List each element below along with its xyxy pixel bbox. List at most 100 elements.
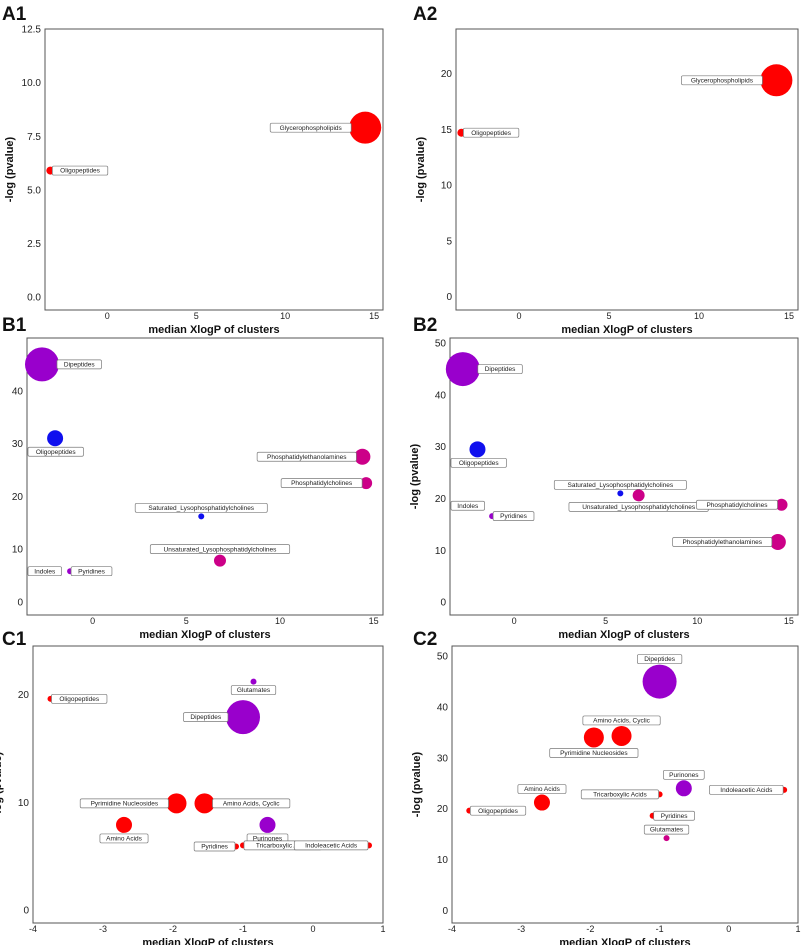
y-tick-label: 30 [435, 442, 447, 453]
x-tick-label: 15 [369, 616, 379, 626]
point-label-box [681, 75, 763, 86]
y-tick-label: 40 [437, 702, 449, 713]
point-label-text: Pyrimidine Nucleosides [560, 750, 628, 757]
y-tick-label: 10 [12, 545, 24, 556]
y-tick-label: 10 [18, 798, 30, 809]
point-label-text: Indoles [457, 503, 479, 510]
x-tick-label: -4 [448, 924, 456, 934]
point-label: Pyrimidine Nucleosides [79, 798, 169, 809]
point-label-text: Indoleacetic Acids [305, 842, 358, 849]
plot-frame [449, 337, 799, 616]
x-tick-label: 0 [105, 311, 110, 321]
x-tick-label: -3 [99, 924, 107, 934]
y-tick-label: 10 [441, 181, 453, 192]
point-label: Glutamates [643, 824, 690, 835]
point-label-box [653, 810, 695, 821]
panel-b1: B1 0 5 10 15 0 10 20 30 40 median XlogP of cluster… [2, 315, 384, 641]
bubble-phosphatidylethanolamines [769, 533, 786, 550]
point-label-text: Oligopeptides [59, 696, 99, 703]
bubble-purinones [675, 780, 692, 797]
point-label-box [79, 798, 169, 809]
x-axis-title: median XlogP of clusters [148, 324, 279, 336]
data-points [466, 664, 788, 842]
point-label: Amino Acids [517, 784, 567, 794]
point-label-text: Dipeptides [644, 656, 675, 663]
point-label-text: Dipeptides [64, 361, 95, 368]
point-label: Dipeptides [636, 654, 683, 664]
point-label-text: Amino Acids [524, 786, 561, 793]
bubble-unsaturated-lysophosphatidylcholines [632, 489, 645, 502]
bubble-saturated-lysophosphatidylcholines [198, 513, 205, 520]
y-tick-label: 0 [23, 906, 29, 917]
y-tick-label: 10 [435, 546, 447, 557]
x-tick-label: 10 [275, 616, 285, 626]
point-label-text: Glycerophospholipids [691, 77, 754, 84]
x-tick-label: 1 [795, 924, 800, 934]
point-label: Dipeptides [183, 712, 229, 722]
point-label: Pyridines [70, 566, 113, 577]
point-label-text: Amino Acids [106, 836, 143, 843]
point-label-text: Indoles [34, 568, 56, 575]
bubble-purinones [259, 816, 276, 833]
point-label-text: Saturated_Lysophosphatidylcholines [568, 482, 674, 489]
y-tick-label: 12.5 [22, 25, 42, 36]
point-label: Oligopeptides [51, 165, 109, 176]
bubble-amino-acids-cyclic [611, 725, 632, 746]
point-label-text: Glycerophospholipids [280, 125, 343, 132]
point-label: Pyrimidine Nucleosides [549, 748, 639, 758]
point-label-text: Amino Acids, Cyclic [223, 800, 280, 807]
y-tick-label: 5 [446, 236, 452, 247]
point-label-box [51, 693, 108, 704]
point-label-box [477, 364, 523, 374]
x-tick-label: 10 [280, 311, 290, 321]
point-label-text: Pyrimidine Nucleosides [91, 800, 159, 807]
point-label-text: Dipeptides [485, 366, 516, 373]
point-label-box [492, 511, 535, 521]
point-label-text: Oligopeptides [478, 808, 518, 815]
x-tick-label: 5 [603, 616, 608, 626]
point-label: Indoles [27, 566, 62, 577]
y-tick-label: 50 [437, 652, 449, 663]
point-label-box [580, 789, 659, 800]
bubble-amino-acids [533, 794, 550, 811]
y-tick-label: 0 [440, 598, 446, 609]
point-label: Amino Acids [99, 833, 149, 844]
point-label-box [469, 805, 527, 816]
point-label-box [450, 457, 507, 468]
bubble-dipeptides [642, 664, 677, 699]
bubble-unsaturated-lysophosphatidylcholines [213, 554, 226, 567]
bubble-dipeptides [24, 347, 59, 382]
point-label-box [709, 784, 784, 795]
y-tick-label: 5.0 [27, 185, 41, 196]
point-label-text: Dipeptides [190, 714, 221, 721]
x-tick-label: -1 [656, 924, 664, 934]
point-label-box [134, 502, 268, 513]
point-label-text: Pyridines [661, 813, 688, 820]
panel-label: B2 [413, 315, 437, 336]
point-label-text: Purinones [669, 772, 699, 779]
data-labels: Oligopeptides Glycerophospholipids [463, 75, 763, 138]
point-label-box [212, 798, 291, 809]
point-label-box [672, 537, 773, 547]
x-tick-label: 0 [90, 616, 95, 626]
point-label-box [183, 712, 229, 722]
y-tick-label: 20 [437, 804, 449, 815]
x-axis-title: median XlogP of clusters [139, 629, 270, 641]
point-label-box [149, 544, 291, 555]
point-label-box [450, 500, 485, 511]
point-label: Glutamates [230, 685, 277, 695]
y-tick-label: 0 [17, 597, 23, 608]
point-label: Indoleacetic Acids [709, 784, 784, 795]
bubble-amino-acids-cyclic [194, 793, 215, 814]
point-label: Pyridines [653, 810, 695, 821]
x-tick-label: -2 [586, 924, 594, 934]
panel-b2: B2 0 5 10 15 0 10 20 30 40 50 median XlogP of clust… [409, 315, 799, 641]
bubble-glutamates [250, 678, 257, 685]
point-label-text: Pyridines [201, 844, 228, 851]
point-label-box [549, 748, 639, 758]
point-label-text: Phosphatidylethanolamines [682, 539, 762, 546]
point-label-text: Pyridines [78, 568, 105, 575]
point-label: Oligopeptides [463, 127, 520, 138]
point-label-text: Glutamates [650, 827, 684, 834]
